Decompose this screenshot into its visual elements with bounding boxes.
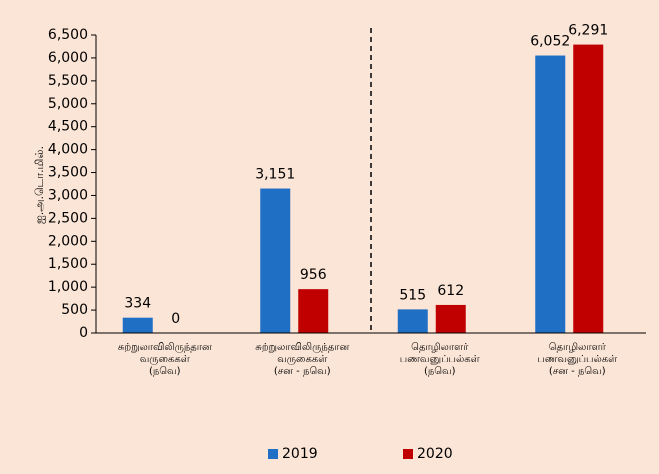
- value-label: 0: [171, 311, 180, 327]
- x-tick-label: சுற்றுலாவிலிருந்தான வருகைகள் (சன - நவெ): [255, 342, 349, 377]
- legend-label: 2020: [417, 446, 453, 462]
- bar: [435, 304, 466, 333]
- y-tick-label: 2,500: [48, 210, 88, 226]
- legend-swatch: [268, 449, 278, 459]
- y-tick-label: 3,500: [48, 165, 88, 181]
- y-tick-label: 500: [61, 302, 88, 318]
- legend-swatch: [403, 449, 413, 459]
- bar: [260, 188, 291, 333]
- y-tick-label: 5,000: [48, 96, 88, 112]
- bar: [298, 289, 329, 333]
- value-label: 3,151: [255, 167, 295, 183]
- bar: [573, 44, 604, 333]
- x-tick-label: தொழிலாளர் பணவனுப்பல்கள் (சன - நவெ): [537, 342, 617, 377]
- legend-label: 2019: [282, 446, 318, 462]
- value-label: 612: [437, 283, 464, 299]
- y-tick-label: 2,000: [48, 233, 88, 249]
- y-tick-label: 1,000: [48, 279, 88, 295]
- value-label: 334: [124, 296, 151, 312]
- value-label: 956: [300, 267, 327, 283]
- y-tick-label: 6,000: [48, 50, 88, 66]
- bar: [397, 309, 428, 333]
- y-axis-label: ஐ.அ.டொ.மில்.: [33, 146, 46, 224]
- y-tick-label: 5,500: [48, 73, 88, 89]
- y-tick-label: 4,000: [48, 142, 88, 158]
- y-tick-label: 4,500: [48, 119, 88, 135]
- value-label: 6,052: [530, 34, 570, 50]
- y-tick-label: 1,500: [48, 256, 88, 272]
- x-tick-label: சுற்றுலாவிலிருந்தான வருகைகள் (நவெ): [118, 342, 212, 377]
- bar: [122, 317, 153, 333]
- y-tick-label: 6,500: [48, 27, 88, 43]
- y-tick-label: 0: [79, 325, 88, 341]
- value-label: 515: [399, 287, 426, 303]
- y-tick-label: 3,000: [48, 187, 88, 203]
- x-tick-label: தொழிலாளர் பணவனுப்பல்கள் (நவெ): [400, 342, 480, 377]
- value-label: 6,291: [568, 23, 608, 39]
- bar: [535, 55, 566, 334]
